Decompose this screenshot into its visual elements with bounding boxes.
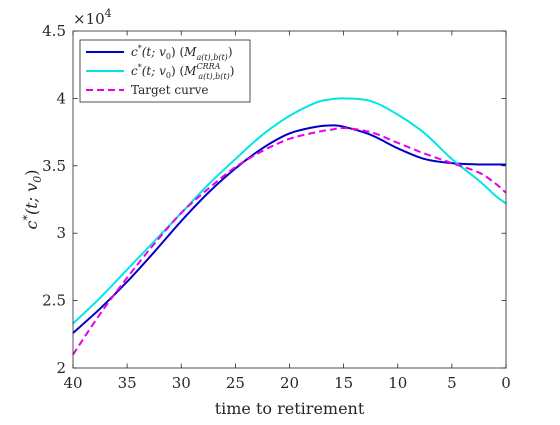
legend-label-3: Target curve	[131, 83, 208, 97]
y-tick-label: 2	[56, 359, 66, 377]
x-tick-label: 25	[226, 374, 245, 392]
y-exponent-label: ×104	[73, 7, 112, 28]
x-tick-label: 10	[388, 374, 407, 392]
x-tick-label: 35	[118, 374, 137, 392]
series-lines	[72, 97, 507, 356]
axis-ticks: 40 35 30 25 20 15 10 5 0 2 2.5 3 3.5 4 4.5	[42, 22, 511, 392]
y-tick-label: 3	[56, 224, 66, 242]
y-axis-title: c*(t; v0)	[21, 170, 44, 230]
x-tick-label: 5	[447, 374, 457, 392]
x-tick-label: 15	[334, 374, 353, 392]
x-tick-label: 30	[172, 374, 191, 392]
y-tick-label: 3.5	[42, 157, 66, 175]
y-tick-label: 4.5	[42, 22, 66, 40]
x-tick-label: 20	[280, 374, 299, 392]
series-line-3	[72, 126, 507, 356]
series-line-1	[72, 124, 506, 334]
plot-area-frame	[72, 30, 507, 369]
x-tick-label: 40	[63, 374, 82, 392]
series-line-2	[72, 97, 507, 325]
x-tick-label: 0	[501, 374, 511, 392]
legend-label-1: c*(t; v0) (Ma(t),b(t))	[131, 44, 233, 62]
x-axis-title: time to retirement	[215, 399, 365, 418]
legend: c*(t; v0) (Ma(t),b(t))c*(t; v0) (MCRRA a(…	[79, 39, 251, 103]
y-tick-label: 4	[56, 89, 66, 107]
y-tick-label: 2.5	[42, 292, 66, 310]
legend-label-2: c*(t; v0) (MCRRA a(t),b(t))	[131, 62, 234, 81]
